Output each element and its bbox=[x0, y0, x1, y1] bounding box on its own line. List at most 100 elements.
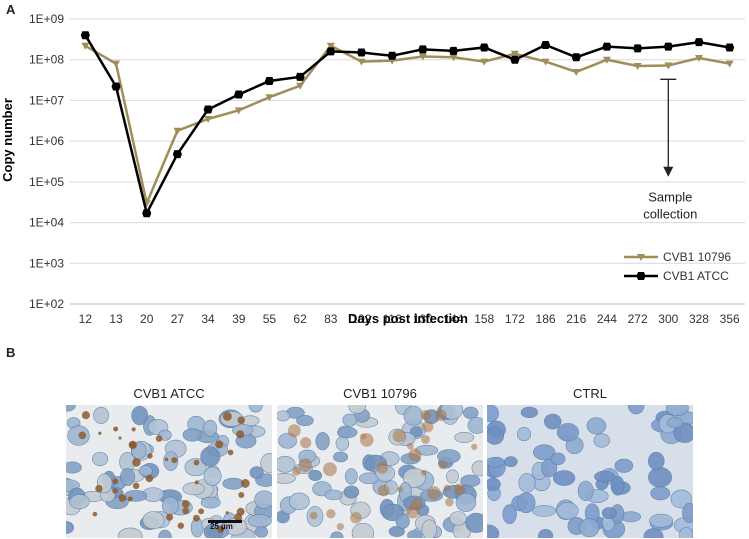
cell-nucleus bbox=[552, 470, 576, 486]
cell-nucleus bbox=[184, 458, 207, 477]
cell-nucleus bbox=[462, 406, 479, 419]
cell-nucleus bbox=[260, 453, 272, 474]
data-point-cvb1-10796 bbox=[204, 115, 213, 123]
x-tick-label: 158 bbox=[474, 312, 494, 326]
cell-nucleus bbox=[66, 521, 75, 534]
viral-stain-spot bbox=[234, 513, 243, 522]
viral-stain-spot bbox=[112, 478, 119, 485]
cell-nucleus bbox=[351, 523, 375, 538]
scale-bar bbox=[208, 520, 242, 523]
viral-stain-spot bbox=[309, 511, 318, 520]
viral-stain-spot bbox=[236, 430, 245, 439]
cell-nucleus bbox=[682, 502, 693, 523]
y-tick-label: 1E+08 bbox=[29, 53, 64, 67]
cell-nucleus bbox=[254, 526, 269, 538]
cell-nucleus bbox=[296, 415, 314, 427]
viral-stain-spot bbox=[410, 497, 423, 510]
cell-nucleus bbox=[203, 466, 222, 486]
viral-stain-spot bbox=[420, 469, 427, 476]
x-tick-label: 12 bbox=[79, 312, 93, 326]
cell-nucleus bbox=[348, 405, 366, 415]
cell-nucleus bbox=[648, 467, 672, 488]
y-tick-label: 1E+02 bbox=[29, 297, 64, 311]
viral-stain-spot bbox=[392, 429, 406, 443]
cell-nucleus bbox=[502, 504, 517, 525]
cell-nucleus bbox=[532, 444, 556, 461]
panel-b-label: B bbox=[6, 345, 16, 360]
legend-swatch-marker bbox=[636, 272, 646, 280]
cell-nucleus bbox=[556, 423, 580, 442]
viral-stain-spot bbox=[287, 424, 301, 438]
cell-nucleus bbox=[467, 416, 483, 434]
viral-stain-spot bbox=[92, 511, 98, 517]
cell-nucleus bbox=[277, 473, 296, 484]
data-point-cvb1-atcc bbox=[80, 31, 90, 40]
data-point-cvb1-10796 bbox=[326, 42, 335, 50]
x-tick-label: 55 bbox=[263, 312, 277, 326]
viral-stain-spot bbox=[112, 488, 118, 494]
micrograph-cvb1-10796 bbox=[277, 405, 483, 538]
axes: 1E+02 1E+03 1E+04 1E+05 1E+06 1E+07 1E+08 1E+09… bbox=[29, 12, 745, 326]
cell-nucleus bbox=[402, 467, 426, 488]
cell-nucleus bbox=[142, 511, 165, 530]
cell-nucleus bbox=[586, 417, 607, 435]
viral-stain-spot bbox=[238, 492, 245, 499]
data-point-cvb1-atcc bbox=[725, 43, 735, 52]
cell-nucleus bbox=[138, 465, 153, 477]
viral-stain-spot bbox=[171, 457, 178, 464]
x-tick-label: 144 bbox=[444, 312, 464, 326]
scale-bar-label: 25 µm bbox=[210, 522, 233, 531]
data-point-cvb1-10796 bbox=[296, 82, 305, 90]
data-point-cvb1-10796 bbox=[602, 56, 611, 64]
cell-nucleus bbox=[278, 432, 297, 449]
cell-nucleus bbox=[315, 432, 330, 451]
x-tick-label: 20 bbox=[140, 312, 154, 326]
legend-label: CVB1 ATCC bbox=[663, 269, 729, 283]
cell-nucleus bbox=[487, 477, 501, 491]
series bbox=[80, 31, 735, 218]
cell-nucleus bbox=[92, 451, 109, 467]
data-point-cvb1-10796 bbox=[173, 127, 182, 135]
cell-nucleus bbox=[163, 451, 179, 471]
cell-nucleus bbox=[388, 526, 405, 537]
cell-nucleus bbox=[203, 419, 218, 437]
image-title-ctrl: CTRL bbox=[573, 386, 607, 401]
data-point-cvb1-10796 bbox=[541, 58, 550, 66]
cell-nucleus bbox=[200, 496, 221, 509]
data-point-cvb1-10796 bbox=[112, 60, 121, 68]
viral-stain-spot bbox=[438, 460, 448, 470]
data-point-cvb1-atcc bbox=[264, 77, 274, 86]
x-tick-label: 186 bbox=[536, 312, 556, 326]
viral-stain-spot bbox=[420, 434, 430, 444]
x-tick-label: 116 bbox=[383, 312, 402, 326]
data-point-cvb1-atcc bbox=[387, 51, 397, 60]
viral-stain-spot bbox=[131, 427, 136, 432]
y-tick-label: 1E+04 bbox=[29, 216, 64, 230]
cell-nucleus bbox=[666, 417, 684, 429]
cell-nucleus bbox=[520, 406, 539, 418]
data-point-cvb1-10796 bbox=[81, 42, 90, 50]
viral-stain-spot bbox=[350, 511, 362, 524]
cell-nucleus bbox=[487, 426, 505, 445]
data-point-cvb1-atcc bbox=[326, 47, 336, 56]
cell-nucleus bbox=[449, 511, 467, 526]
data-point-cvb1-10796 bbox=[664, 62, 673, 70]
cell-nucleus bbox=[254, 490, 272, 509]
cell-nucleus bbox=[333, 451, 349, 463]
data-point-cvb1-atcc bbox=[479, 43, 489, 52]
panel-a-label: A bbox=[6, 2, 16, 17]
x-tick-label: 356 bbox=[720, 312, 740, 326]
cell-nucleus bbox=[601, 507, 617, 519]
gridlines bbox=[70, 18, 745, 305]
viral-stain-spot bbox=[376, 461, 389, 474]
viral-stain-spot bbox=[165, 513, 174, 521]
data-point-cvb1-10796 bbox=[234, 107, 243, 115]
data-point-cvb1-atcc bbox=[663, 42, 673, 51]
viral-stain-spot bbox=[181, 500, 190, 508]
viral-stain-spot bbox=[129, 441, 136, 449]
viral-stain-spot bbox=[377, 484, 390, 497]
data-point-cvb1-atcc bbox=[694, 38, 704, 47]
cell-nucleus bbox=[556, 502, 579, 520]
cell-nucleus bbox=[66, 405, 76, 412]
viral-stain-spot bbox=[434, 409, 447, 421]
